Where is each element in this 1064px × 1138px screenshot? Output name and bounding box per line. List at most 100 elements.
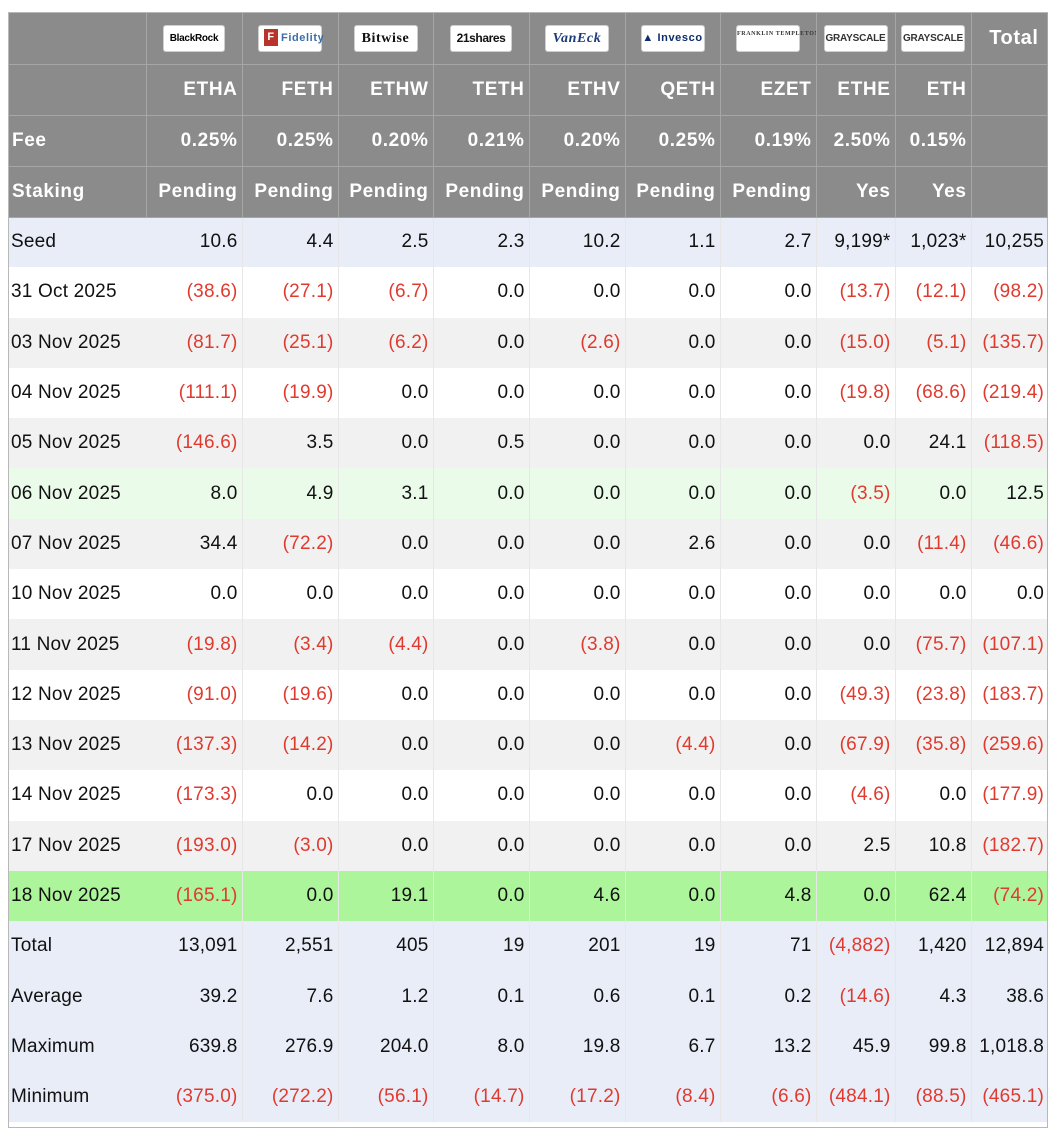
flow-value-cell: 2,551 (242, 921, 339, 972)
flow-value-cell: 0.0 (895, 468, 972, 519)
summary-row: Total 13,091 2,551 405 19 201 19 71 (4,882) 1,420… (9, 921, 1047, 972)
flow-value-cell: 0.0 (625, 669, 721, 720)
flow-value-cell: (19.8) (146, 619, 243, 670)
flow-value-cell: (27.1) (242, 267, 339, 318)
table-row: 04 Nov 2025 (111.1) (19.9) 0.0 0.0 0.0 0.0 0.0(… (9, 367, 1047, 419)
issuer-logo-cell: Bitwise (338, 13, 434, 65)
flow-value-cell: 0.0 (816, 870, 896, 922)
flow-value-cell: (3.0) (242, 820, 339, 871)
flow-value-cell: (484.1) (816, 1072, 896, 1123)
flow-value-cell: 0.0 (720, 719, 817, 771)
flow-value-cell: 8.0 (433, 1021, 530, 1073)
flow-value-cell: (12.1) (895, 267, 972, 318)
flow-value-cell: 0.0 (720, 619, 817, 670)
table-row: 06 Nov 2025 8.0 4.9 3.1 0.0 0.0 0.0 0.0 (3.5) 0.0… (9, 468, 1047, 519)
row-total-cell: 0.0 (971, 569, 1047, 620)
row-label: 06 Nov 2025 (9, 468, 146, 519)
flow-rows: Seed 10.6 4.4 2.5 2.3 10.2 1.1 2.7 9,199* 1,023* 1… (9, 217, 1047, 1123)
row-total-cell: (259.6) (971, 719, 1047, 771)
ticker-cell: QETH (625, 64, 721, 116)
flow-value-cell: 0.2 (720, 971, 817, 1022)
flow-value-cell: 0.0 (720, 770, 817, 821)
row-label: 04 Nov 2025 (9, 367, 146, 419)
flow-value-cell: (4.4) (625, 719, 721, 771)
flow-value-cell: 0.0 (720, 518, 817, 570)
issuer-logo-cell: FRANKLIN TEMPLETON (720, 13, 817, 65)
staking-cell: Yes (895, 166, 972, 218)
fee-cell: 0.20% (529, 115, 626, 167)
staking-row: Staking Pending Pending Pending Pending Pend… (9, 166, 1048, 218)
row-total-cell: (182.7) (971, 820, 1047, 871)
flow-value-cell: 0.0 (625, 770, 721, 821)
flow-value-cell: (88.5) (895, 1072, 972, 1123)
table-row: 14 Nov 2025 (173.3) 0.0 0.0 0.0 0.0 0.0 0.0 (4.6… (9, 770, 1047, 821)
staking-cell: Pending (433, 166, 530, 218)
flow-value-cell: 0.0 (720, 418, 817, 469)
flow-value-cell: 0.0 (433, 669, 530, 720)
flow-value-cell: 99.8 (895, 1021, 972, 1073)
invesco-logo-icon: ▲ Invesco (641, 25, 704, 51)
row-total-cell: (135.7) (971, 317, 1047, 368)
table-row: 07 Nov 2025 34.4 (72.2) 0.0 0.0 0.0 2.6 0.0 0.0(… (9, 518, 1047, 570)
flow-value-cell: (68.6) (895, 367, 972, 419)
flow-value-cell: 4.8 (720, 870, 817, 922)
flow-value-cell: 0.0 (529, 418, 626, 469)
fee-label: Fee (9, 115, 147, 167)
flow-value-cell: 0.0 (816, 418, 896, 469)
flow-value-cell: 0.0 (720, 317, 817, 368)
summary-row: Minimum (375.0) (272.2) (56.1) (14.7) (17.2)(… (9, 1072, 1047, 1123)
ticker-cell: ETHV (529, 64, 626, 116)
flow-value-cell: 0.0 (529, 267, 626, 318)
flow-value-cell: 0.0 (625, 367, 721, 419)
flow-value-cell: (4.4) (338, 619, 434, 670)
flow-value-cell: 8.0 (146, 468, 243, 519)
flow-value-cell: (17.2) (529, 1072, 626, 1123)
flow-value-cell: (8.4) (625, 1072, 721, 1123)
flow-value-cell: (72.2) (242, 518, 339, 570)
franklin-templeton-logo-icon: FRANKLIN TEMPLETON (737, 25, 815, 51)
fee-cell: 0.25% (242, 115, 339, 167)
fee-cell: 0.25% (146, 115, 243, 167)
flow-value-cell: 0.0 (433, 619, 530, 670)
flow-value-cell: 0.0 (338, 367, 434, 419)
flow-value-cell: 1.1 (625, 217, 721, 268)
flow-value-cell: (19.6) (242, 669, 339, 720)
flow-value-cell: 71 (720, 921, 817, 972)
flow-value-cell: 1,420 (895, 921, 972, 972)
issuer-logo-cell: GRAYSCALE (816, 13, 896, 65)
row-label: 03 Nov 2025 (9, 317, 146, 368)
flow-value-cell: (5.1) (895, 317, 972, 368)
issuer-logo-cell: ▲ Invesco (625, 13, 721, 65)
flow-value-cell: 0.0 (242, 870, 339, 922)
flow-value-cell: 0.0 (338, 418, 434, 469)
row-label: Seed (9, 217, 146, 268)
flow-value-cell: 19 (433, 921, 530, 972)
flow-value-cell: 0.0 (529, 468, 626, 519)
table-row: 13 Nov 2025 (137.3) (14.2) 0.0 0.0 0.0 (4.4) 0.… (9, 719, 1047, 771)
flow-value-cell: 0.0 (433, 569, 530, 620)
flow-value-cell: 4.6 (529, 870, 626, 922)
flow-value-cell: 4.4 (242, 217, 339, 268)
staking-cell: Yes (816, 166, 896, 218)
ticker-cell: EZET (720, 64, 817, 116)
flow-value-cell: 0.1 (433, 971, 530, 1022)
flow-value-cell: 1,023* (895, 217, 972, 268)
table-row: 05 Nov 2025 (146.6) 3.5 0.0 0.5 0.0 0.0 0.0 0.0 2… (9, 418, 1047, 469)
flow-value-cell: 0.0 (529, 719, 626, 771)
flow-value-cell: 10.8 (895, 820, 972, 871)
flow-value-cell: 0.0 (433, 719, 530, 771)
flow-value-cell: 0.1 (625, 971, 721, 1022)
flow-value-cell: 13.2 (720, 1021, 817, 1073)
flow-value-cell: 9,199* (816, 217, 896, 268)
flow-value-cell: 1.2 (338, 971, 434, 1022)
flow-value-cell: 34.4 (146, 518, 243, 570)
flow-value-cell: 0.0 (625, 820, 721, 871)
flow-value-cell: 0.0 (529, 518, 626, 570)
flow-value-cell: 2.7 (720, 217, 817, 268)
row-total-cell: (183.7) (971, 669, 1047, 720)
etf-flows-table-frame: BlackRock F Fidelity Bitwise 21shares Van… (8, 12, 1048, 1128)
fee-cell: 0.21% (433, 115, 530, 167)
row-label: Minimum (9, 1072, 146, 1123)
staking-cell: Pending (338, 166, 434, 218)
staking-cell-total-blank (971, 166, 1048, 218)
